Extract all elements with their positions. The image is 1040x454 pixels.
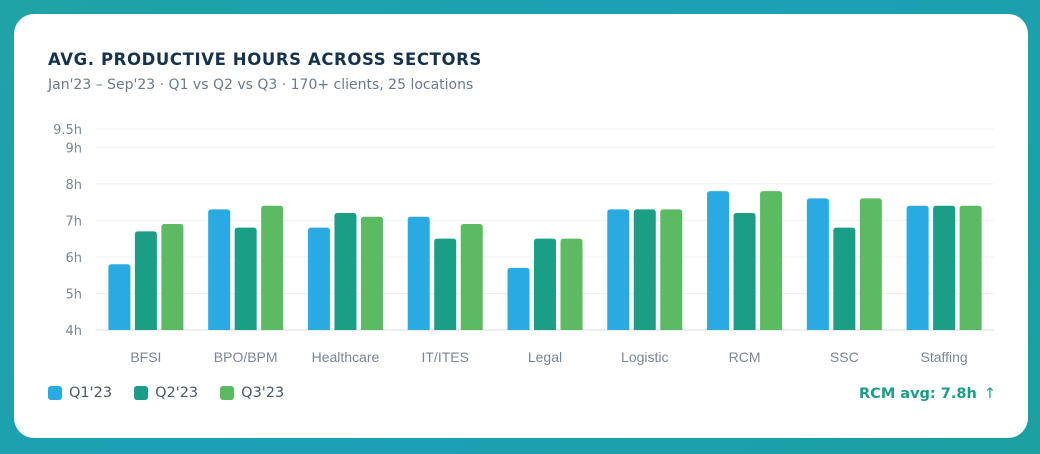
legend-swatch-q3 xyxy=(220,386,235,400)
bar xyxy=(234,227,257,330)
bar xyxy=(660,209,683,330)
bar xyxy=(733,213,756,330)
legend: Q1'23 Q2'23 Q3'23 xyxy=(48,385,284,401)
arrow-up-icon: ↑ xyxy=(983,386,996,402)
chart-card: AVG. PRODUCTIVE HOURS ACROSS SECTORS Jan… xyxy=(14,14,1028,438)
bar xyxy=(134,231,157,330)
x-tick-label: Logistic xyxy=(621,349,668,365)
x-tick-label: BPO/BPM xyxy=(214,349,278,365)
x-tick-label: IT/ITES xyxy=(421,349,468,365)
bar xyxy=(334,213,357,330)
bar xyxy=(208,209,231,330)
y-tick-label: 5h xyxy=(65,287,82,302)
legend-label-q1: Q1'23 xyxy=(69,385,113,401)
legend-item-q1[interactable]: Q1'23 xyxy=(48,385,112,401)
legend-label-q2: Q2'23 xyxy=(155,385,199,401)
y-tick-label: 7h xyxy=(65,214,82,229)
y-tick-label: 8h xyxy=(65,178,82,193)
rcm-average-callout: RCM avg: 7.8h ↑ xyxy=(859,386,996,402)
bar xyxy=(460,224,483,330)
legend-swatch-q1 xyxy=(48,386,62,400)
bar xyxy=(161,224,184,330)
bar xyxy=(806,198,829,330)
callout-text: RCM avg: 7.8h xyxy=(859,386,977,402)
bar xyxy=(360,216,383,330)
bar xyxy=(933,205,956,330)
bar xyxy=(434,238,457,330)
y-tick-label: 9.5h xyxy=(53,123,82,138)
bar xyxy=(760,191,783,330)
chart-title: AVG. PRODUCTIVE HOURS ACROSS SECTORS xyxy=(48,50,482,69)
bar xyxy=(959,205,982,330)
bar xyxy=(534,238,556,330)
legend-item-q2[interactable]: Q2'23 xyxy=(134,385,198,401)
x-tick-label: Legal xyxy=(528,349,562,365)
bar-chart: 4h 5h 6h 7h 8h 9h 9.5h BFSI BPO/BPM Healthcare IT/… xyxy=(53,123,994,365)
bar xyxy=(859,198,882,330)
bar xyxy=(633,209,656,330)
x-tick-label: SSC xyxy=(830,349,859,365)
legend-label-q3: Q3'23 xyxy=(241,385,285,401)
bar xyxy=(607,209,630,330)
bar xyxy=(407,216,430,330)
bar xyxy=(833,227,856,330)
legend-item-q3[interactable]: Q3'23 xyxy=(220,385,284,401)
y-tick-label: 6h xyxy=(65,251,82,266)
bar xyxy=(707,191,730,330)
bar xyxy=(507,267,530,330)
x-tick-label: Staffing xyxy=(920,349,967,365)
bar xyxy=(560,238,583,330)
y-tick-label: 9h xyxy=(65,141,82,156)
bar xyxy=(261,205,284,330)
bar xyxy=(307,227,330,330)
chart-subtitle: Jan'23 – Sep'23 · Q1 vs Q2 vs Q3 · 170+ … xyxy=(48,77,474,93)
legend-swatch-q2 xyxy=(134,386,149,400)
bar xyxy=(906,205,929,330)
x-tick-label: BFSI xyxy=(130,349,161,365)
y-tick-label: 4h xyxy=(65,324,82,339)
x-tick-label: RCM xyxy=(729,349,761,365)
bar xyxy=(108,264,131,330)
x-tick-label: Healthcare xyxy=(312,349,380,365)
